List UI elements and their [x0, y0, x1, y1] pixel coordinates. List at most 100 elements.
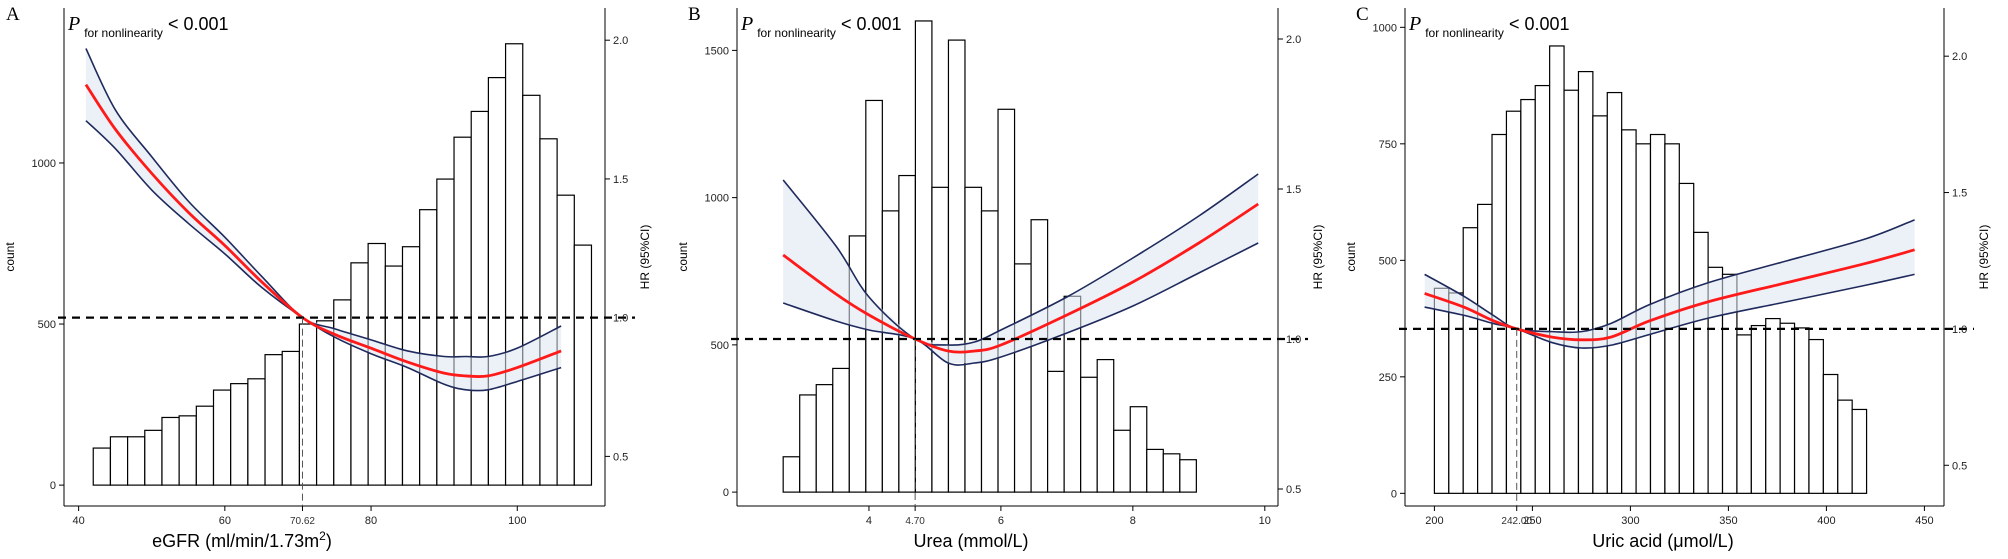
p-subscript: for nonlinearity [84, 26, 163, 40]
histogram-bar [1520, 98, 1536, 494]
histogram-bar [178, 415, 197, 486]
histogram-bar [1477, 203, 1493, 494]
x-tick-label: 40 [72, 515, 84, 527]
count-tick-label: 1000 [32, 158, 56, 170]
x-axis-title: Uric acid (μmol/L) [1592, 531, 1733, 551]
ci-band [783, 174, 1259, 363]
x-tick-label: 4 [866, 515, 872, 527]
ref-x-label: 242.00 [1501, 516, 1532, 527]
x-axis-title: eGFR (ml/min/1.73m2) [152, 529, 332, 551]
histogram-bar [487, 76, 507, 486]
count-tick-label: 0 [1391, 488, 1397, 500]
y-axis-title-left: count [3, 242, 17, 272]
histogram-bar [1793, 327, 1810, 494]
hr-tick-label: 1.5 [1952, 188, 1967, 200]
hr-tick-label: 2.0 [1952, 51, 1967, 63]
histogram-bar [1563, 89, 1580, 494]
histogram-bar [1013, 263, 1032, 493]
y-axis-title-left: count [1344, 242, 1358, 272]
histogram-bar [1179, 459, 1197, 493]
histogram-bar [1750, 324, 1767, 494]
x-tick-label: 200 [1425, 515, 1443, 527]
histogram-bar [782, 456, 801, 493]
count-tick-label: 750 [1379, 139, 1397, 151]
histogram-bar [1491, 133, 1508, 494]
histogram-bar [144, 429, 163, 486]
histogram-bar [281, 350, 301, 486]
p-value: < 0.001 [836, 14, 902, 34]
x-tick-label: 400 [1817, 515, 1835, 527]
histogram-bar [1505, 110, 1522, 494]
histogram-bar [436, 178, 455, 486]
x-tick-label: 60 [219, 515, 231, 527]
y-axis-title-left: count [676, 242, 690, 272]
histogram-bar [195, 405, 215, 486]
p-subscript: for nonlinearity [1425, 26, 1504, 40]
histogram-bar [247, 378, 266, 486]
histogram-bar [1837, 399, 1853, 494]
x-tick-label: 450 [1915, 515, 1933, 527]
histogram-bar [350, 262, 369, 486]
histogram-bar [881, 210, 900, 493]
count-tick-label: 0 [723, 487, 729, 499]
histogram-bar [1534, 84, 1551, 494]
histogram-bar [1736, 334, 1752, 494]
x-tick-label: 300 [1621, 515, 1639, 527]
hr-tick-label: 2.0 [613, 35, 628, 47]
p-subscript: for nonlinearity [757, 26, 836, 40]
y-axis-title-right: HR (95%CI) [1311, 225, 1325, 290]
count-tick-label: 1000 [1373, 22, 1397, 34]
y-axis-title-right: HR (95%CI) [1977, 225, 1991, 290]
histogram-bar [832, 367, 850, 493]
histogram-bar [109, 436, 129, 486]
ci-upper-line [782, 173, 1259, 346]
hr-tick-label: 1.0 [1952, 324, 1967, 336]
histogram-bar [815, 384, 834, 493]
histogram-bar [161, 416, 180, 486]
histogram-bar [367, 242, 386, 486]
histogram-bar [1606, 91, 1623, 494]
histogram-bar [1080, 376, 1098, 493]
histogram-bar [522, 94, 541, 486]
histogram-bar [453, 136, 472, 486]
histogram-bar [212, 389, 232, 486]
histogram-bar [947, 39, 966, 493]
histogram-bar [1592, 115, 1608, 494]
p-value: < 0.001 [1504, 14, 1570, 34]
histogram-bar [914, 20, 933, 493]
panel-b: B 4 6 8 10 4.70 0 500 1000 1500 0.5 1.0 1.5 2.0 count H… [676, 4, 1325, 551]
count-tick-label: 0 [50, 480, 56, 492]
histogram-bar [1765, 317, 1781, 494]
p-symbol: P [1408, 13, 1421, 35]
ci-lower-line [1424, 273, 1915, 349]
x-tick-label: 80 [365, 515, 377, 527]
count-tick-label: 250 [1379, 372, 1397, 384]
panel-c: C 200 250 300 350 400 450 242.00 0 250 500 750 1000 0… [1344, 4, 1991, 551]
hr-tick-label: 1.0 [613, 313, 628, 325]
y-axis-title-right: HR (95%CI) [638, 225, 652, 290]
count-tick-label: 500 [1379, 255, 1397, 267]
x-axis-title-main: Uric acid (μmol/L) [1592, 531, 1733, 551]
histogram-bar [1047, 370, 1065, 493]
histogram-bar [230, 383, 249, 486]
count-tick-label: 500 [711, 340, 729, 352]
count-tick-label: 500 [38, 319, 56, 331]
histogram-bar [264, 354, 283, 486]
ci-upper-line [1424, 219, 1915, 334]
x-tick-label: 100 [508, 515, 526, 527]
histogram-bar [1113, 429, 1131, 493]
histogram-bar [1549, 45, 1565, 494]
histogram-bar [1030, 219, 1049, 493]
panel-letter: C [1356, 4, 1369, 25]
hr-tick-label: 0.5 [1952, 460, 1967, 472]
histogram-bar [1462, 227, 1479, 494]
histogram-bar [504, 43, 524, 486]
histogram-bar [539, 138, 558, 486]
hr-line [84, 83, 562, 379]
x-tick-label: 8 [1130, 515, 1136, 527]
histogram-bar [1146, 448, 1164, 493]
